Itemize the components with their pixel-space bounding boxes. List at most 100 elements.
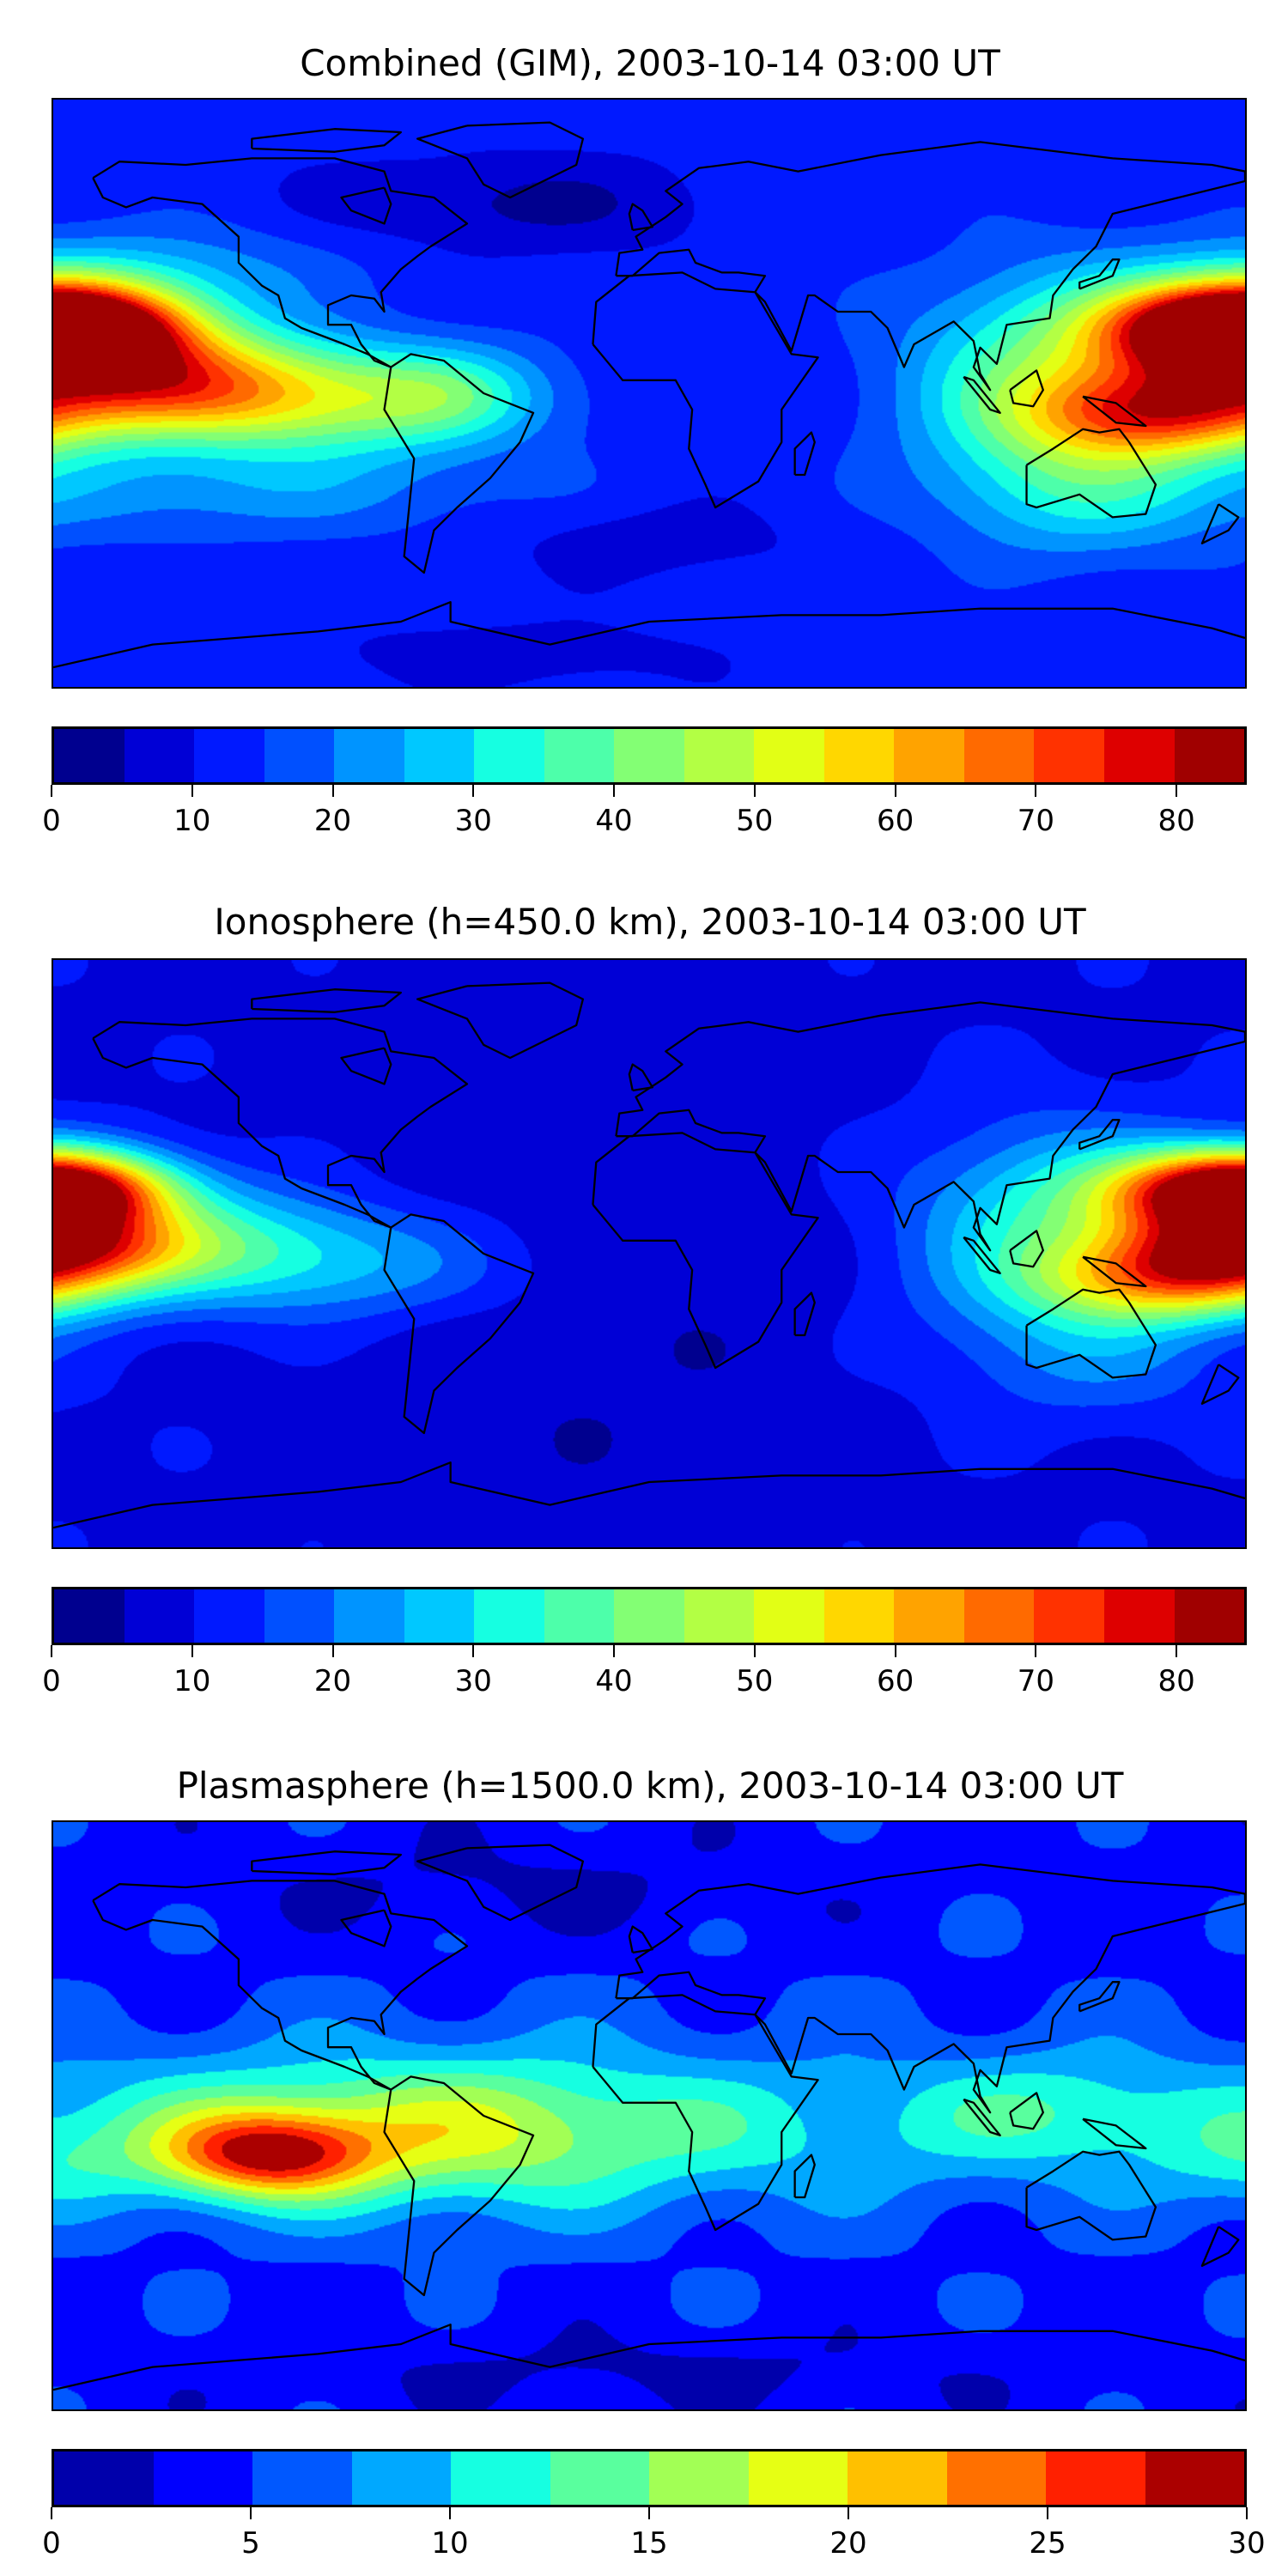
colorbar-bin bbox=[124, 729, 195, 782]
coastline-hudson-bay bbox=[340, 1909, 392, 1947]
colorbar-bin bbox=[404, 729, 475, 782]
coastline-south-america bbox=[383, 2075, 535, 2297]
coastline-australia bbox=[1025, 2150, 1157, 2241]
colorbar bbox=[52, 726, 1247, 785]
colorbar-tick-mark bbox=[894, 785, 896, 797]
coastline-sumatra bbox=[963, 2098, 1001, 2136]
contour-field bbox=[53, 100, 1245, 687]
coastline-eurasia bbox=[615, 1863, 1245, 2114]
colorbar-bin bbox=[334, 729, 404, 782]
coastline-britain bbox=[628, 1063, 654, 1092]
colorbar-bin bbox=[334, 1589, 404, 1643]
colorbar-bin bbox=[614, 1589, 684, 1643]
colorbar-bin bbox=[54, 729, 125, 782]
coastline-australia bbox=[1025, 428, 1157, 519]
coastline-sumatra bbox=[963, 375, 1001, 414]
colorbar-tick-label: 60 bbox=[876, 1664, 914, 1698]
coastline-north-america bbox=[92, 1018, 469, 1229]
colorbar-tick-label: 10 bbox=[173, 804, 211, 838]
colorbar-bin bbox=[748, 2451, 848, 2505]
coastline-north-america bbox=[92, 1880, 469, 2091]
chart-title: Ionosphere (h=450.0 km), 2003-10-14 03:0… bbox=[214, 901, 1086, 943]
coastline-sumatra bbox=[963, 1236, 1001, 1274]
colorbar-tick-mark bbox=[51, 785, 52, 797]
colorbar-tick-mark bbox=[1176, 785, 1178, 797]
coastline-hudson-bay bbox=[340, 1047, 392, 1085]
colorbar-tick-label: 10 bbox=[173, 1664, 211, 1698]
colorbar-tick-mark bbox=[51, 1645, 52, 1657]
coastline-africa bbox=[592, 1994, 819, 2232]
map-plot bbox=[52, 958, 1247, 1549]
colorbar-bin bbox=[754, 1589, 824, 1643]
colorbar-bin bbox=[474, 1589, 544, 1643]
colorbar-bin bbox=[54, 1589, 125, 1643]
colorbar-tick-label: 30 bbox=[454, 1664, 492, 1698]
colorbar-bin bbox=[451, 2451, 550, 2505]
coastline-new-zealand bbox=[1200, 2226, 1240, 2267]
colorbar-bin bbox=[683, 729, 755, 782]
colorbar-tick-label: 15 bbox=[630, 2526, 668, 2561]
colorbar-bin bbox=[754, 729, 824, 782]
colorbar-bin bbox=[894, 1589, 964, 1643]
coastlines bbox=[53, 1844, 1245, 2391]
colorbar-tick-label: 50 bbox=[736, 1664, 774, 1698]
colorbar-bin bbox=[1103, 1589, 1175, 1643]
coastline-eurasia bbox=[615, 1001, 1245, 1252]
coastline-new-guinea bbox=[1082, 1255, 1147, 1288]
colorbar-tick-mark bbox=[449, 2507, 451, 2519]
coastline-madagascar bbox=[793, 2154, 816, 2199]
colorbar-tick-mark bbox=[894, 1645, 896, 1657]
coastline-antarctica bbox=[53, 601, 1245, 669]
coastline-japan bbox=[1078, 258, 1121, 290]
map-plot bbox=[52, 1820, 1247, 2411]
colorbar-bin bbox=[54, 2451, 154, 2505]
colorbar-tick-mark bbox=[848, 2507, 849, 2519]
colorbar-tick-label: 0 bbox=[42, 1664, 61, 1698]
colorbar-bin bbox=[544, 1589, 615, 1643]
colorbar-bin bbox=[194, 729, 264, 782]
colorbar-bin bbox=[1034, 729, 1104, 782]
colorbar-bin bbox=[1046, 2451, 1145, 2505]
colorbar-tick-mark bbox=[51, 2507, 52, 2519]
coastline-greenland bbox=[416, 121, 585, 199]
colorbar-bin bbox=[1145, 2451, 1244, 2505]
colorbar-tick-label: 20 bbox=[313, 804, 352, 838]
coastline-borneo bbox=[1009, 1230, 1044, 1268]
coastline-canadian-islands bbox=[251, 988, 402, 1013]
colorbar-bin bbox=[963, 729, 1035, 782]
contour-field bbox=[53, 1822, 1245, 2409]
coastline-africa bbox=[592, 1132, 819, 1370]
colorbar-bin bbox=[264, 729, 335, 782]
colorbar-bin bbox=[823, 1589, 895, 1643]
colorbar-tick-label: 70 bbox=[1017, 1664, 1054, 1698]
colorbar-bin bbox=[194, 1589, 264, 1643]
colorbar-tick-label: 10 bbox=[431, 2526, 469, 2561]
colorbar-tick-mark bbox=[472, 785, 475, 797]
colorbar-tick-label: 0 bbox=[42, 804, 61, 838]
colorbar bbox=[52, 1587, 1247, 1645]
colorbar-tick-label: 25 bbox=[1029, 2526, 1066, 2561]
colorbar-ticks: 0 10 20 30 40 50 60 70 80 bbox=[42, 1645, 1247, 1698]
colorbar-bin bbox=[946, 2451, 1046, 2505]
colorbar-bin bbox=[649, 2451, 749, 2505]
colorbar-bin bbox=[1034, 1589, 1104, 1643]
coastline-japan bbox=[1078, 1119, 1121, 1151]
coastline-greenland bbox=[416, 981, 585, 1060]
coastline-greenland bbox=[416, 1844, 585, 1922]
colorbar-tick-mark bbox=[613, 785, 616, 797]
colorbar-tick-mark bbox=[1246, 2507, 1248, 2519]
coastline-borneo bbox=[1009, 2092, 1044, 2130]
colorbar-bin bbox=[474, 729, 544, 782]
colorbar-bin bbox=[124, 1589, 195, 1643]
colorbar-bin bbox=[848, 2451, 947, 2505]
colorbar-bin bbox=[550, 2451, 649, 2505]
colorbar-ticks: 0 5 10 15 20 25 30 bbox=[42, 2507, 1266, 2561]
coastline-new-guinea bbox=[1082, 2117, 1147, 2150]
colorbar-tick-mark bbox=[753, 785, 756, 797]
chart-title: Plasmasphere (h=1500.0 km), 2003-10-14 0… bbox=[176, 1765, 1124, 1807]
colorbar-tick-label: 0 bbox=[42, 2526, 61, 2561]
contour-field bbox=[53, 960, 1245, 1547]
coastline-madagascar bbox=[793, 431, 816, 477]
colorbar-bin bbox=[963, 1589, 1035, 1643]
colorbar-tick-label: 60 bbox=[876, 804, 914, 838]
